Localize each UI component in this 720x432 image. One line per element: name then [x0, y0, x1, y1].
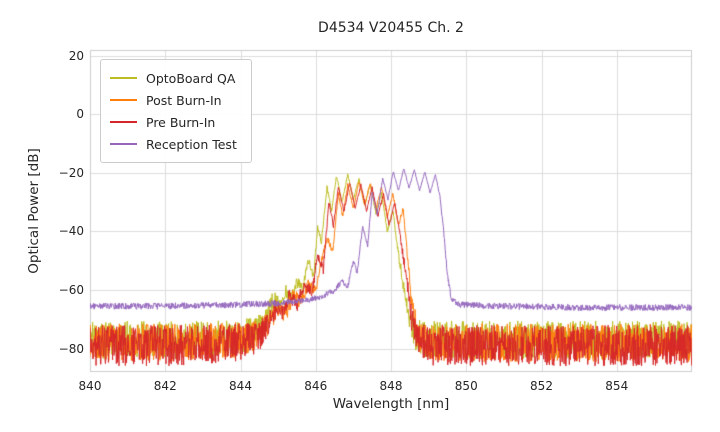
y-axis-label: Optical Power [dB]	[26, 148, 42, 274]
legend-item-reception-test: Reception Test	[110, 133, 237, 155]
y-tick-label: −80	[58, 341, 84, 356]
legend-label: Post Burn-In	[146, 92, 222, 108]
x-tick-label: 840	[78, 379, 102, 393]
y-tick-label: 20	[68, 48, 84, 63]
legend-item-optoboard-qa: OptoBoard QA	[110, 67, 237, 89]
legend-item-post-burn-in: Post Burn-In	[110, 89, 237, 111]
x-tick-label: 852	[530, 379, 553, 393]
x-axis-label: Wavelength [nm]	[332, 396, 450, 412]
legend-line-swatch	[110, 99, 137, 101]
legend-line-swatch	[110, 77, 137, 79]
x-tick-label: 846	[304, 379, 328, 393]
legend-line-swatch	[110, 121, 137, 123]
x-tick-label: 850	[454, 379, 478, 393]
y-tick-label: −60	[58, 283, 84, 298]
y-tick-label: 0	[76, 107, 84, 122]
legend-item-pre-burn-in: Pre Burn-In	[110, 111, 237, 133]
x-tick-label: 842	[153, 379, 177, 393]
chart-title: D4534 V20455 Ch. 2	[318, 20, 464, 36]
y-tick-label: −20	[58, 165, 84, 180]
x-tick-label: 854	[605, 379, 629, 393]
legend: OptoBoard QA Post Burn-In Pre Burn-In Recep…	[100, 59, 252, 163]
legend-label: OptoBoard QA	[146, 70, 236, 86]
legend-label: Reception Test	[146, 136, 237, 152]
x-tick-label: 844	[229, 379, 252, 393]
legend-label: Pre Burn-In	[146, 114, 216, 130]
legend-line-swatch	[110, 143, 137, 145]
y-tick-label: −40	[58, 224, 84, 239]
x-tick-label: 848	[379, 379, 403, 393]
